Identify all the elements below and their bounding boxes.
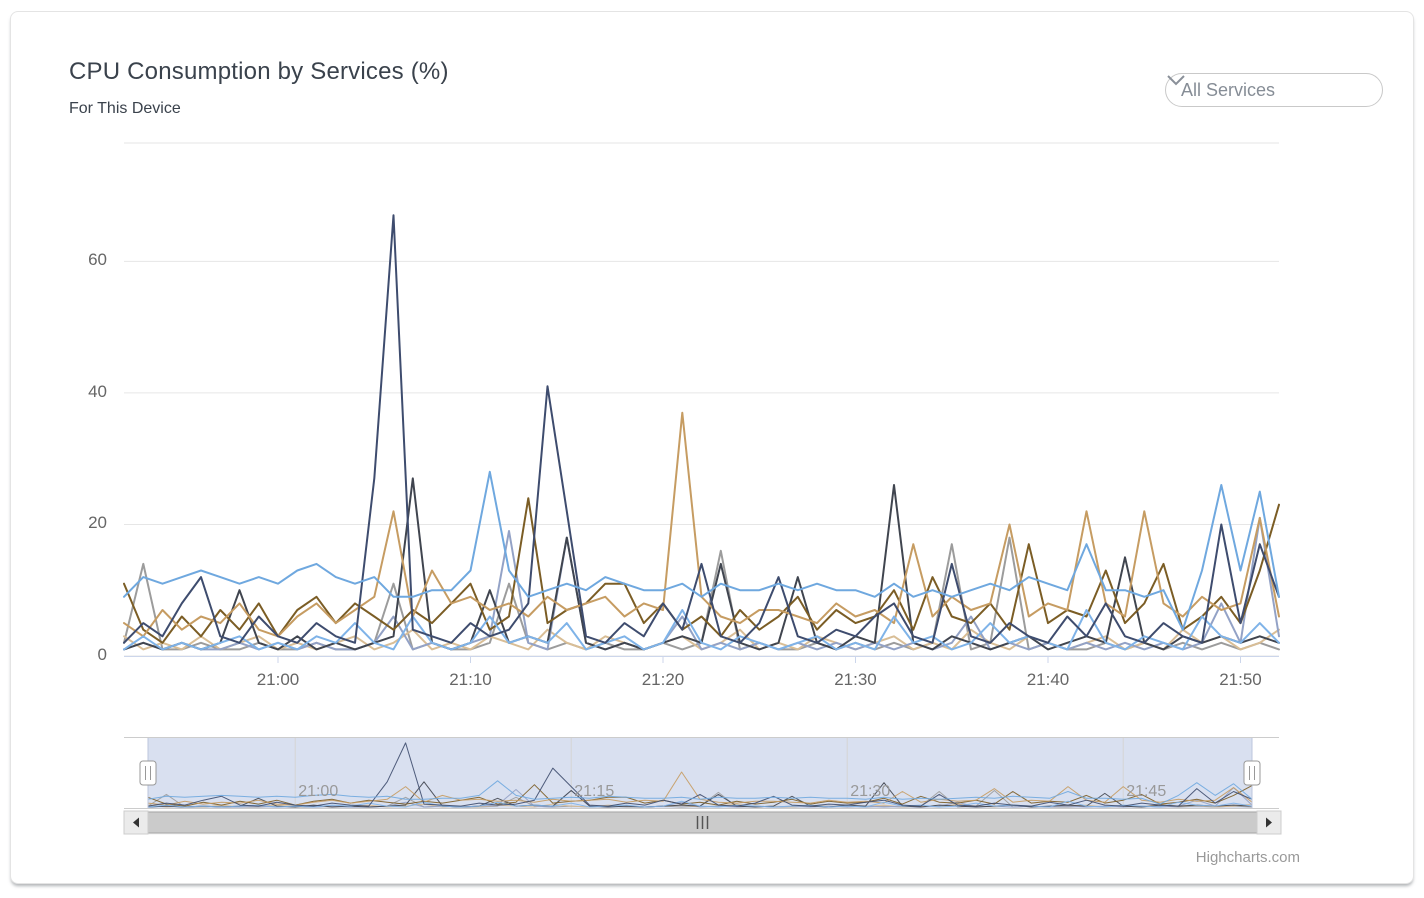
navigator-left-handle[interactable] [139, 760, 157, 786]
y-axis-label: 0 [97, 645, 107, 664]
chart-card: CPU Consumption by Services (%) For This… [10, 11, 1414, 884]
series-line-series-navy [123, 214, 1280, 644]
navigator-series-line-series-navy [147, 742, 1253, 807]
chart-subtitle: For This Device [69, 100, 181, 117]
x-axis-label: 21:30 [834, 670, 877, 689]
navigator-series-line-series-brown [147, 784, 1253, 807]
navigator-axis-label: 21:45 [1126, 783, 1167, 800]
scrollbar-left-arrow-icon [133, 817, 139, 828]
navigator-right-handle[interactable] [1243, 760, 1261, 786]
x-axis-label: 21:20 [641, 670, 685, 689]
navigator-axis-label: 21:15 [574, 783, 615, 800]
x-axis-label: 21:00 [256, 670, 300, 689]
x-axis-label: 21:10 [449, 670, 492, 689]
series-line-series-brown [123, 497, 1280, 644]
navigator-series-line-series-pale-blue [147, 800, 1253, 808]
navigator-axis-label: 21:30 [850, 783, 891, 800]
navigator-mask[interactable] [148, 738, 1252, 808]
series-line-series-pale-blue [123, 609, 1280, 651]
navigator-series-line-series-periwinkle [147, 787, 1253, 808]
navigator-axis-label: 21:00 [298, 783, 339, 800]
scrollbar-right-arrow-icon [1266, 817, 1272, 828]
chart-title: CPU Consumption by Services (%) [69, 58, 449, 85]
series-line-series-periwinkle [123, 516, 1280, 651]
x-axis-label: 21:50 [1219, 670, 1262, 689]
x-axis-label: 21:40 [1026, 670, 1070, 689]
navigator-series-line-series-light-blue [147, 780, 1253, 805]
services-select[interactable]: All Services [1165, 73, 1383, 107]
y-axis-label: 60 [88, 250, 107, 270]
services-select-value: All Services [1181, 79, 1276, 100]
y-axis-label: 40 [88, 381, 107, 401]
highcharts-credit[interactable]: Highcharts.com [1195, 849, 1300, 866]
y-axis-label: 20 [88, 513, 107, 533]
series-line-series-light-blue [123, 470, 1280, 631]
